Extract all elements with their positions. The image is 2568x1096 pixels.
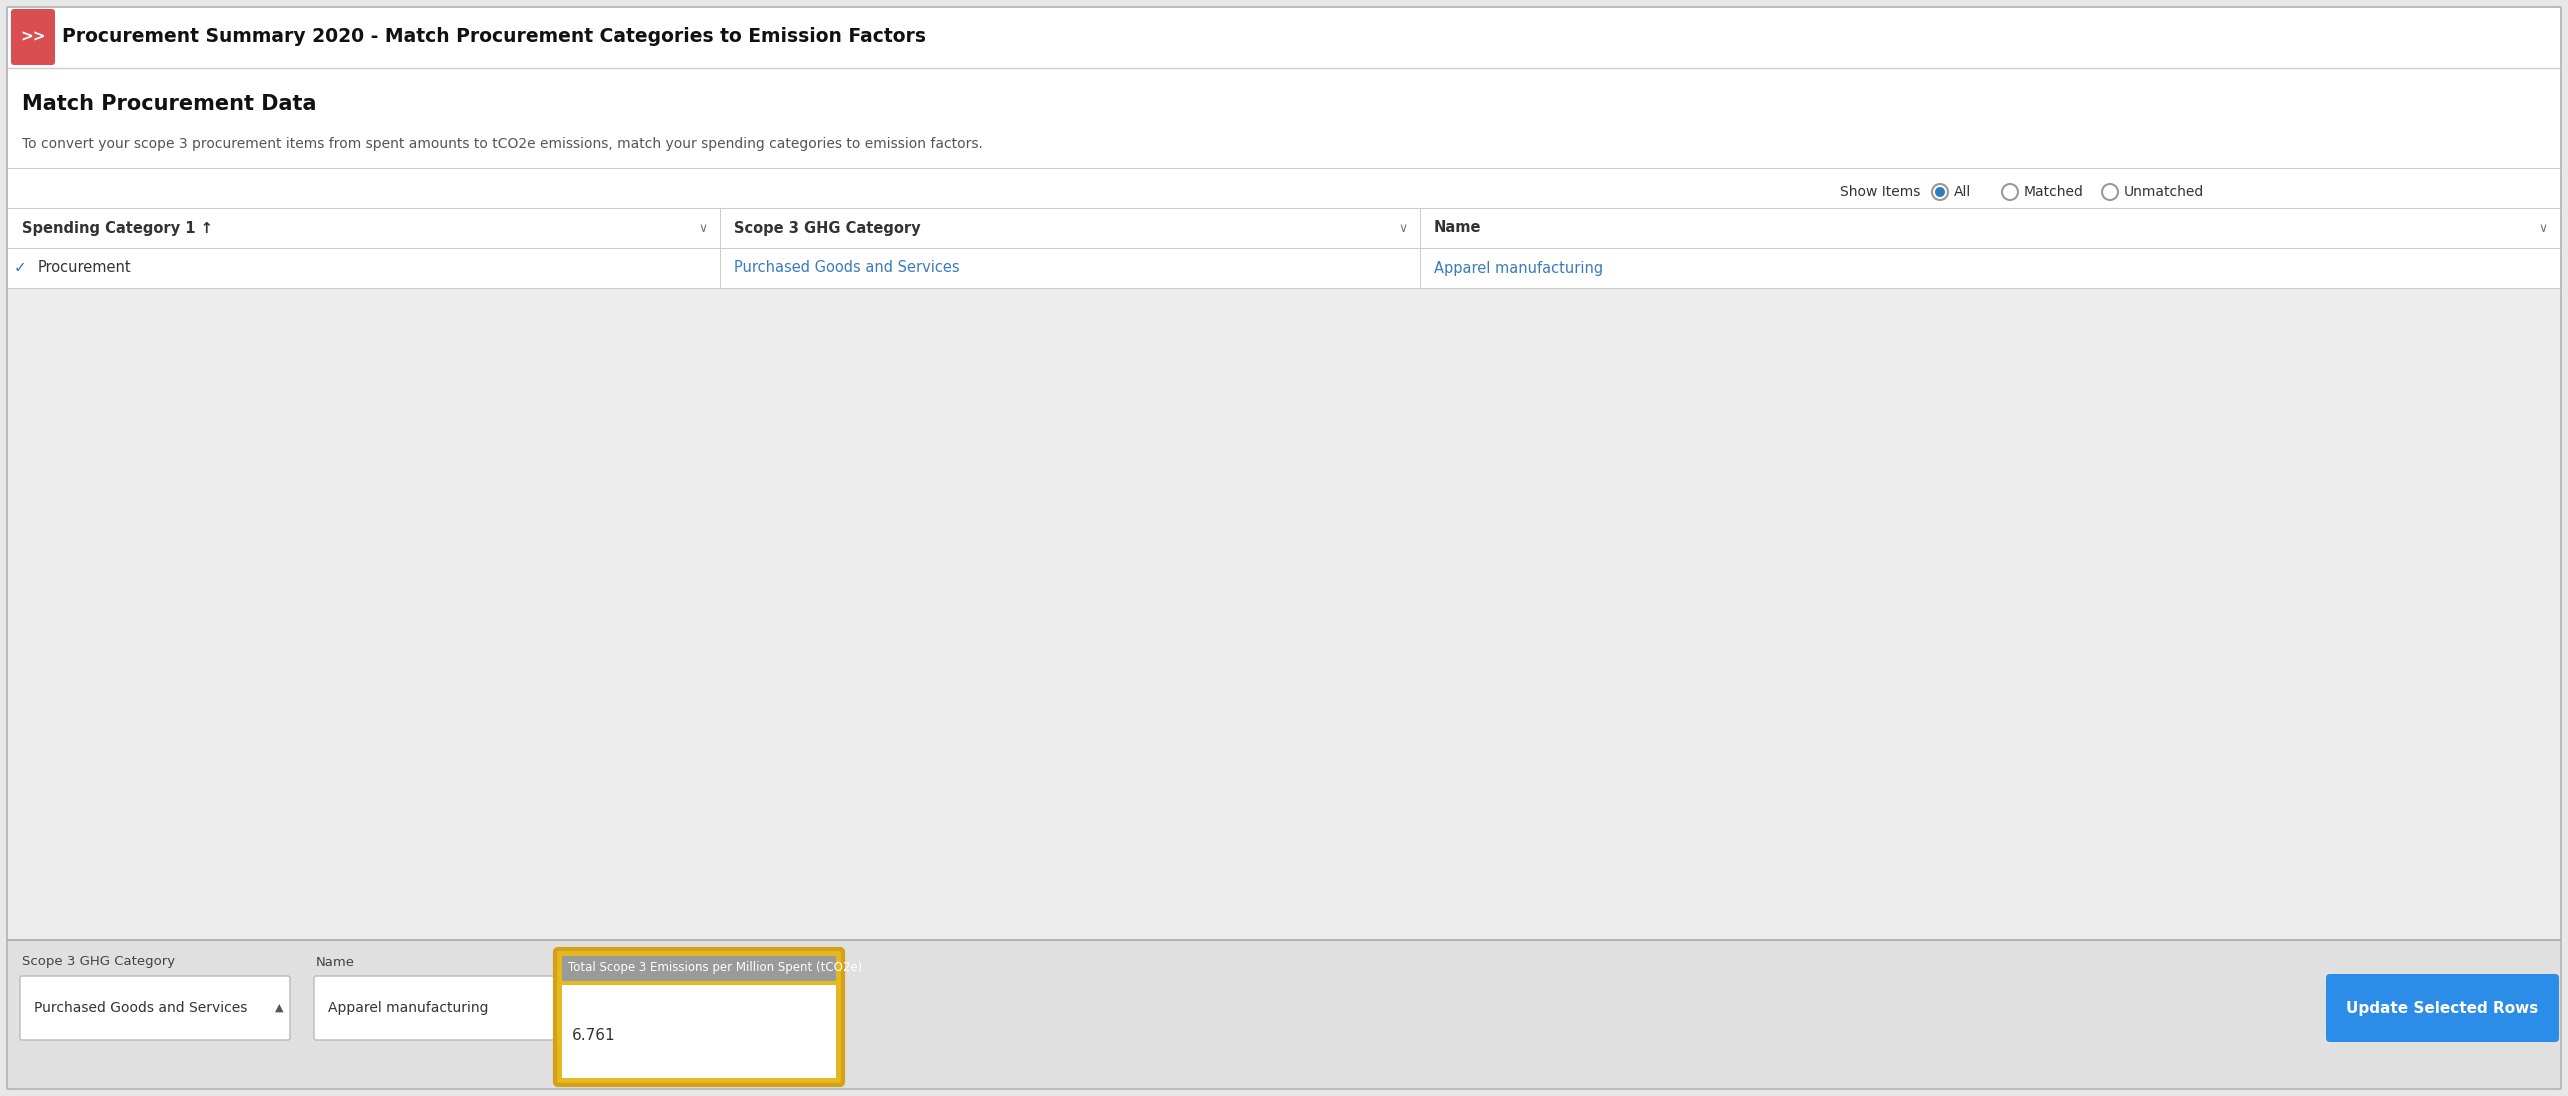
FancyBboxPatch shape: [2327, 974, 2558, 1042]
FancyBboxPatch shape: [562, 985, 837, 1078]
Text: Name: Name: [1433, 220, 1482, 236]
Text: All: All: [1954, 185, 1972, 199]
Text: Unmatched: Unmatched: [2124, 185, 2203, 199]
FancyBboxPatch shape: [8, 208, 2560, 248]
FancyBboxPatch shape: [562, 956, 837, 981]
FancyBboxPatch shape: [313, 977, 583, 1040]
Circle shape: [2103, 184, 2119, 199]
Text: To convert your scope 3 procurement items from spent amounts to tCO2e emissions,: To convert your scope 3 procurement item…: [23, 137, 984, 151]
Text: Procurement: Procurement: [39, 261, 131, 275]
Text: Procurement Summary 2020 - Match Procurement Categories to Emission Factors: Procurement Summary 2020 - Match Procure…: [62, 27, 927, 46]
Text: ✓: ✓: [13, 261, 26, 275]
Text: Scope 3 GHG Category: Scope 3 GHG Category: [734, 220, 919, 236]
FancyBboxPatch shape: [21, 977, 290, 1040]
Text: Total Scope 3 Emissions per Million Spent (tCO2e): Total Scope 3 Emissions per Million Spen…: [568, 961, 863, 974]
FancyBboxPatch shape: [555, 949, 842, 1085]
Text: ▲: ▲: [568, 1003, 578, 1013]
FancyBboxPatch shape: [8, 8, 2560, 68]
Text: 6.761: 6.761: [573, 1028, 616, 1042]
FancyBboxPatch shape: [8, 7, 2560, 1089]
Text: >>: >>: [21, 30, 46, 45]
FancyBboxPatch shape: [10, 9, 54, 65]
Text: Match Procurement Data: Match Procurement Data: [23, 94, 316, 114]
Text: ∨: ∨: [2540, 221, 2547, 235]
Circle shape: [1931, 184, 1949, 199]
FancyBboxPatch shape: [8, 288, 2560, 940]
Text: Spending Category 1 ↑: Spending Category 1 ↑: [23, 220, 213, 236]
Circle shape: [2003, 184, 2018, 199]
Text: Show Items: Show Items: [1841, 185, 1921, 199]
Text: ▲: ▲: [275, 1003, 282, 1013]
Text: Scope 3 GHG Category: Scope 3 GHG Category: [23, 956, 175, 969]
Text: ∨: ∨: [1400, 221, 1407, 235]
Text: Name: Name: [316, 956, 354, 969]
Text: Purchased Goods and Services: Purchased Goods and Services: [33, 1001, 247, 1015]
Text: Purchased Goods and Services: Purchased Goods and Services: [734, 261, 960, 275]
Text: Update Selected Rows: Update Selected Rows: [2347, 1001, 2537, 1016]
Circle shape: [1936, 187, 1944, 197]
Text: Apparel manufacturing: Apparel manufacturing: [1433, 261, 1602, 275]
Text: ∨: ∨: [698, 221, 709, 235]
FancyBboxPatch shape: [8, 248, 2560, 288]
Text: Apparel manufacturing: Apparel manufacturing: [329, 1001, 488, 1015]
FancyBboxPatch shape: [8, 940, 2560, 1088]
Text: Matched: Matched: [2024, 185, 2083, 199]
